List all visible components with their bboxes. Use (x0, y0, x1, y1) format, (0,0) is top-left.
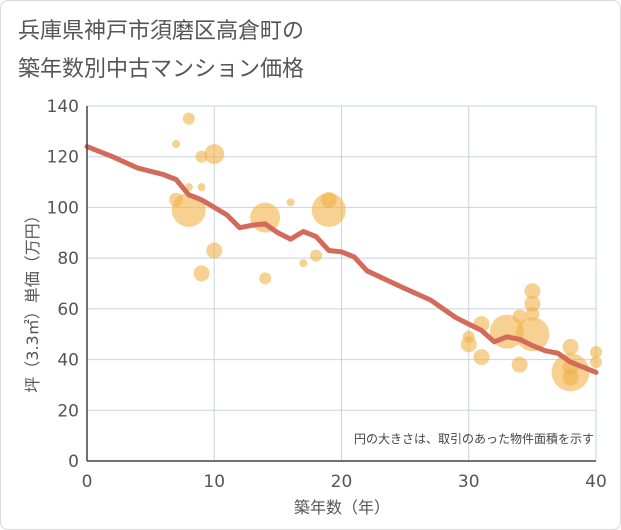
scatter-point (524, 283, 541, 300)
x-tick-label: 0 (82, 472, 93, 492)
scatter-point (204, 144, 225, 165)
scatter-point (193, 265, 210, 282)
x-tick-label: 40 (585, 472, 607, 492)
scatter-point (310, 249, 323, 262)
y-tick-label: 0 (68, 452, 79, 472)
chart-title-line-2: 築年数別中古マンション価格 (18, 57, 304, 82)
scatter-point (171, 192, 206, 227)
chart-title-line-1: 兵庫県神戸市須磨区高倉町の (18, 19, 304, 44)
scatter-point (524, 295, 541, 312)
scatter-point (590, 345, 602, 358)
scatter-point (511, 356, 528, 373)
scatter-point (473, 349, 490, 366)
x-tick-label: 10 (203, 472, 225, 492)
scatter-point (259, 272, 272, 285)
y-tick-label: 100 (47, 198, 79, 218)
scatter-point (250, 202, 281, 233)
x-tick-label: 20 (331, 472, 353, 492)
x-axis-label: 築年数（年） (294, 498, 390, 517)
grid (86, 105, 597, 462)
scatter-point (525, 306, 540, 321)
scatter-point (286, 198, 295, 207)
scatter-point (311, 192, 346, 227)
axes (86, 106, 596, 462)
y-axis-label: 坪（3.3㎡）単価（万円） (23, 207, 42, 392)
y-tick-label: 60 (57, 300, 79, 320)
y-tick-label: 80 (57, 249, 79, 269)
y-tick-label: 140 (47, 97, 79, 117)
scatter-point (462, 330, 475, 343)
y-tick-label: 120 (47, 148, 79, 168)
scatter-point (172, 140, 181, 149)
scatter-point (320, 191, 337, 208)
tick-labels: 0 20 40 60 80 100 120 140 0 10 20 30 40 (47, 97, 607, 492)
scatter-points (169, 112, 602, 392)
trend-line (84, 144, 599, 375)
scatter-point (299, 259, 308, 268)
scatter-point (206, 242, 223, 259)
y-tick-label: 40 (57, 351, 79, 371)
x-tick-label: 30 (458, 472, 480, 492)
scatter-point (562, 369, 579, 386)
scatter-point (562, 338, 579, 355)
scatter-point (197, 183, 206, 192)
bubble-size-note: 円の大きさは、取引のあった物件面積を示す (354, 431, 594, 446)
y-tick-label: 20 (57, 401, 79, 421)
scatter-point (590, 356, 602, 369)
scatter-point (182, 112, 195, 125)
trend-line-group (84, 144, 599, 375)
